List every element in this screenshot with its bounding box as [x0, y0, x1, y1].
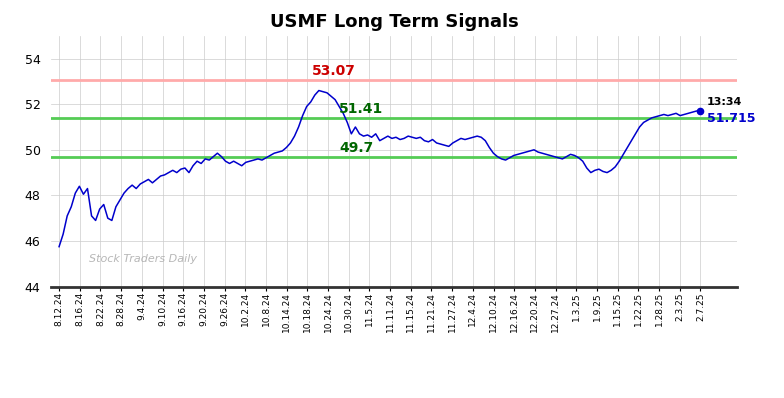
Text: 13:34: 13:34 — [706, 97, 742, 107]
Text: 53.07: 53.07 — [311, 64, 355, 78]
Text: 51.41: 51.41 — [339, 102, 383, 116]
Text: Stock Traders Daily: Stock Traders Daily — [89, 254, 197, 264]
Title: USMF Long Term Signals: USMF Long Term Signals — [270, 14, 518, 31]
Text: 49.7: 49.7 — [339, 141, 373, 155]
Text: 51.715: 51.715 — [706, 112, 755, 125]
